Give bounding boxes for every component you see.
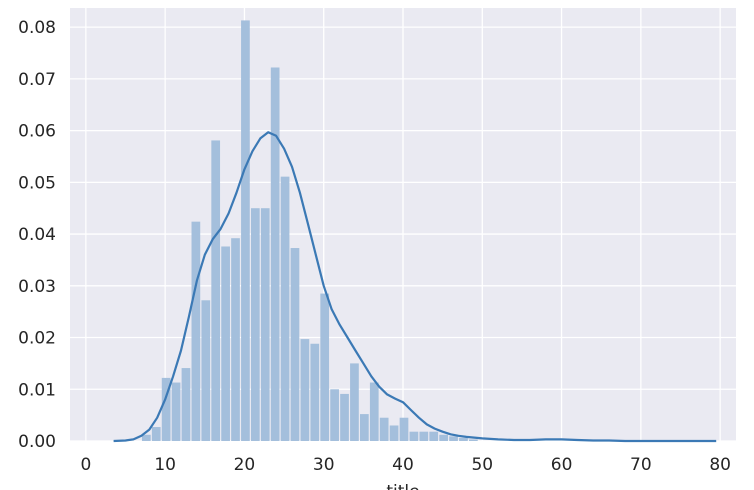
x-tick-label: 50 (471, 455, 493, 475)
histogram-bar (340, 393, 349, 441)
histogram-bar (161, 377, 171, 441)
histogram-bar (389, 425, 399, 441)
histogram-bar (419, 431, 429, 441)
kde-curve (113, 131, 717, 443)
y-tick-label: 0.03 (18, 277, 56, 297)
histogram-bar (469, 439, 478, 441)
histogram-bar (350, 363, 359, 441)
x-tick-label: 70 (630, 455, 652, 475)
y-tick-label: 0.00 (18, 432, 56, 452)
histogram-bar (359, 414, 369, 441)
histogram-bar (449, 436, 458, 441)
histogram-bar (320, 293, 330, 441)
histogram-bars (141, 20, 478, 442)
histogram-bar (151, 427, 161, 441)
y-tick-label: 0.04 (18, 225, 56, 245)
histogram-bar (171, 382, 181, 441)
x-tick-label: 80 (709, 455, 731, 475)
x-axis-ticks: 0 10 20 30 40 50 60 70 80 (80, 455, 731, 475)
histogram-bar (181, 368, 191, 441)
histogram-bar (270, 67, 280, 441)
histogram-bar (379, 417, 389, 441)
histogram-bar (409, 431, 419, 441)
histogram-bar (429, 431, 439, 441)
y-tick-label: 0.02 (18, 329, 56, 349)
histogram-bar (310, 343, 320, 441)
histogram-bar (211, 140, 221, 442)
x-tick-label: 60 (551, 455, 573, 475)
x-tick-label: 0 (80, 455, 91, 475)
histogram-bar (260, 208, 270, 441)
x-tick-label: 20 (234, 455, 256, 475)
y-tick-label: 0.06 (18, 122, 56, 142)
y-tick-label: 0.07 (18, 70, 56, 90)
histogram-bar (141, 434, 151, 441)
x-tick-label: 40 (392, 455, 414, 475)
histogram-bar (369, 382, 379, 441)
y-tick-label: 0.08 (18, 18, 56, 38)
histogram-bar (241, 20, 250, 441)
histogram-bar (231, 238, 240, 441)
y-tick-label: 0.05 (18, 173, 56, 193)
histogram-bar (221, 246, 230, 441)
histogram-bar (191, 221, 201, 441)
x-tick-label: 10 (154, 455, 176, 475)
histogram-bar (280, 176, 290, 441)
histogram-bar (399, 417, 409, 441)
histogram-bar (290, 248, 300, 441)
histogram-bar (300, 339, 310, 441)
x-axis-label: title (386, 482, 419, 490)
x-tick-label: 30 (313, 455, 335, 475)
y-tick-label: 0.01 (18, 380, 56, 400)
histogram-bar (201, 300, 211, 441)
y-axis-ticks: 0.00 0.01 0.02 0.03 0.04 0.05 0.06 0.07 0.08 (18, 18, 56, 452)
histogram-bar (439, 434, 448, 441)
histogram-bar (459, 437, 468, 441)
histogram-bar (330, 389, 339, 441)
histogram-bar (250, 208, 260, 441)
